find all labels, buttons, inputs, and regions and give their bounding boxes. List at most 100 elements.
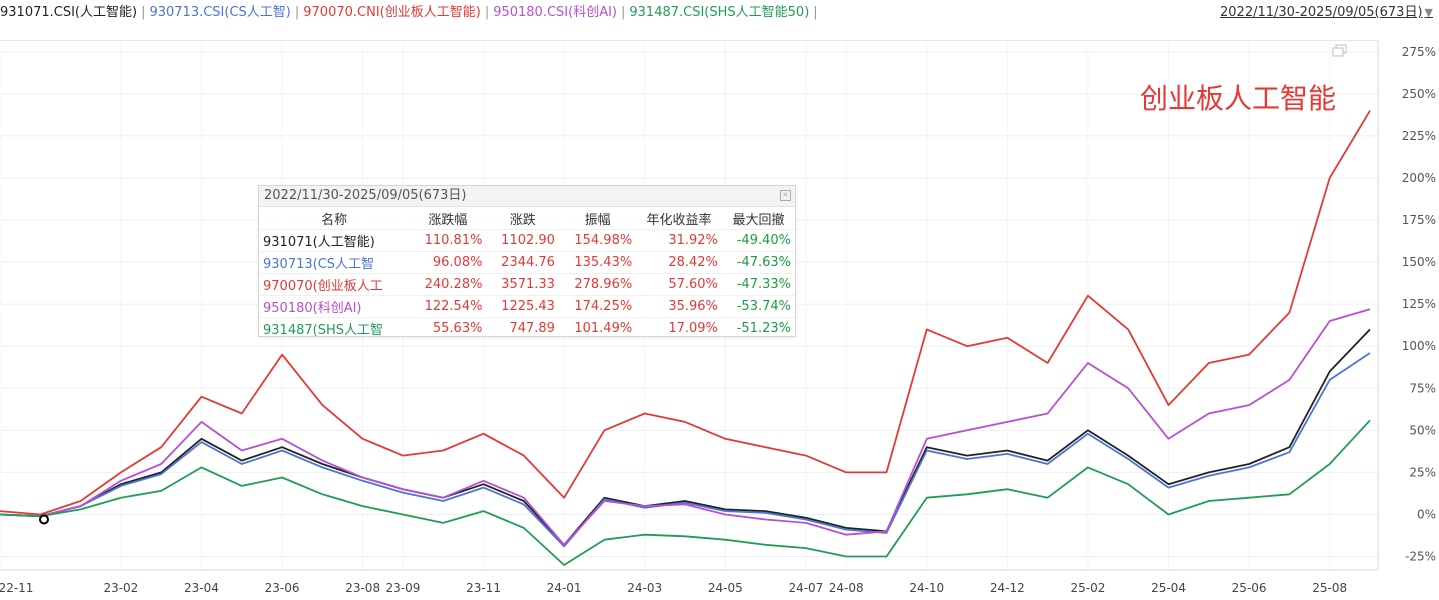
x-tick-label: 24-05 [708, 581, 743, 595]
plot-area [0, 40, 1378, 571]
close-icon[interactable]: × [780, 190, 791, 201]
stats-row[interactable]: 931487(SHS人工智 55.63% 747.89 101.49% 17.09% -5… [259, 317, 795, 339]
y-tick-label: 200% [1402, 171, 1436, 185]
stats-cell-chg: 2344.76 [486, 251, 559, 274]
x-tick-label: 25-08 [1312, 581, 1347, 595]
y-tick-label: 275% [1402, 45, 1436, 59]
stats-cell-annual: 57.60% [636, 273, 722, 296]
stats-cell-chg: 1225.43 [486, 295, 559, 318]
x-tick-label: 24-10 [909, 581, 944, 595]
stats-header-row: 名称 涨跌幅 涨跌 振幅 年化收益率 最大回撤 [259, 207, 795, 230]
stats-cell-chg: 747.89 [486, 317, 559, 339]
legend-item[interactable]: 931487.CSI(SHS人工智能50) [629, 5, 810, 20]
stats-cell-name: 931487(SHS人工智 [259, 317, 410, 339]
legend-item[interactable]: 931071.CSI(人工智能) [0, 5, 138, 20]
legend-bar: 931071.CSI(人工智能) | 930713.CSI(CS人工智) | 97007… [0, 0, 1439, 26]
stats-cell-max-dd: -49.40% [721, 229, 795, 252]
legend-item[interactable]: 970070.CNI(创业板人工智能) [303, 5, 481, 20]
stats-cell-amplitude: 135.43% [558, 251, 637, 274]
stats-cell-chg-pct: 110.81% [409, 229, 487, 252]
x-tick-label: 23-08 [345, 581, 380, 595]
stats-panel-title: 2022/11/30-2025/09/05(673日) × [259, 186, 795, 207]
stats-cell-name: 950180(科创AI) [259, 295, 410, 318]
series-line[interactable] [0, 328, 1371, 546]
legend-separator: | [621, 5, 626, 20]
stats-cell-amplitude: 101.49% [558, 317, 637, 339]
x-tick-label: 23-11 [466, 581, 501, 595]
y-tick-label: 50% [1409, 423, 1436, 437]
stats-header-chg-pct: 涨跌幅 [428, 212, 468, 228]
y-tick-label: 125% [1402, 297, 1436, 311]
legend-item[interactable]: 950180.CSI(科创AI) [493, 5, 617, 20]
x-tick-label: 22-11 [0, 581, 33, 595]
date-range-selector[interactable]: 2022/11/30-2025/09/05(673日) ▼ [1220, 0, 1433, 26]
stats-cell-amplitude: 278.96% [558, 273, 637, 296]
series-line[interactable] [0, 110, 1371, 516]
legend-item[interactable]: 930713.CSI(CS人工智) [149, 5, 291, 20]
x-tick-label: 25-06 [1232, 581, 1267, 595]
series-line[interactable] [0, 419, 1371, 566]
legend-separator: | [484, 5, 490, 20]
stats-row[interactable]: 970070(创业板人工 240.28% 3571.33 278.96% 57.60% -… [259, 273, 795, 296]
legend-separator: | [141, 5, 146, 20]
stats-cell-chg-pct: 122.54% [409, 295, 487, 318]
stats-cell-annual: 17.09% [636, 317, 722, 339]
stats-cell-annual: 28.42% [636, 251, 722, 274]
series-line[interactable] [0, 352, 1371, 548]
x-tick-label: 23-09 [386, 581, 421, 595]
y-tick-label: 100% [1402, 339, 1436, 353]
stats-header-max-dd: 最大回撤 [732, 212, 785, 228]
y-tick-label: 75% [1409, 381, 1436, 395]
stats-cell-max-dd: -47.63% [721, 251, 795, 274]
x-tick-label: 24-01 [547, 581, 582, 595]
legend-separator: | [294, 5, 300, 20]
stats-cell-amplitude: 174.25% [558, 295, 637, 318]
y-tick-label: -25% [1405, 550, 1436, 564]
x-tick-label: 24-12 [990, 581, 1025, 595]
y-tick-label: 225% [1402, 129, 1436, 143]
stats-cell-max-dd: -53.74% [721, 295, 795, 318]
x-tick-label: 25-04 [1151, 581, 1186, 595]
x-tick-label: 24-07 [788, 581, 823, 595]
x-tick-label: 24-03 [627, 581, 662, 595]
restore-window-icon[interactable] [1331, 44, 1349, 58]
stats-header-annual: 年化收益率 [646, 212, 712, 228]
stats-cell-chg: 3571.33 [486, 273, 559, 296]
y-tick-label: 0% [1417, 507, 1436, 521]
stats-table: 名称 涨跌幅 涨跌 振幅 年化收益率 最大回撤 931071(人工智能) 110.… [259, 207, 795, 339]
y-tick-label: 25% [1409, 465, 1436, 479]
stats-row[interactable]: 931071(人工智能) 110.81% 1102.90 154.98% 31.92% -… [259, 229, 795, 252]
x-tick-label: 24-08 [829, 581, 864, 595]
stats-cell-annual: 31.92% [636, 229, 722, 252]
chevron-down-icon[interactable]: ▼ [1424, 6, 1433, 19]
stats-header-amplitude: 振幅 [584, 212, 611, 228]
x-tick-label: 23-04 [184, 581, 219, 595]
x-tick-label: 23-06 [265, 581, 300, 595]
stats-cell-name: 930713(CS人工智 [259, 251, 410, 274]
stats-cell-name: 970070(创业板人工 [259, 273, 410, 296]
stats-cell-amplitude: 154.98% [558, 229, 637, 252]
stats-cell-max-dd: -47.33% [721, 273, 795, 296]
start-marker [39, 514, 49, 525]
y-tick-label: 150% [1402, 255, 1436, 269]
stats-header-name: 名称 [321, 212, 348, 228]
date-range-label: 2022/11/30-2025/09/05(673日) [1220, 5, 1423, 20]
y-tick-label: 175% [1402, 213, 1436, 227]
stats-panel-title-text: 2022/11/30-2025/09/05(673日) [264, 188, 467, 203]
y-tick-label: 250% [1402, 87, 1436, 101]
stats-row[interactable]: 950180(科创AI) 122.54% 1225.43 174.25% 35.96% -… [259, 295, 795, 318]
stats-cell-chg-pct: 96.08% [409, 251, 487, 274]
x-tick-label: 23-02 [103, 581, 138, 595]
stats-row[interactable]: 930713(CS人工智 96.08% 2344.76 135.43% 28.42% -4… [259, 251, 795, 274]
stats-cell-annual: 35.96% [636, 295, 722, 318]
stats-cell-max-dd: -51.23% [721, 317, 795, 339]
stats-cell-chg-pct: 240.28% [409, 273, 487, 296]
legend-separator: | [813, 5, 818, 20]
x-tick-label: 25-02 [1071, 581, 1106, 595]
stats-panel[interactable]: 2022/11/30-2025/09/05(673日) × 名称 涨跌幅 涨跌 … [258, 185, 796, 339]
stats-cell-name: 931071(人工智能) [259, 229, 410, 252]
stats-header-chg: 涨跌 [509, 212, 536, 228]
stats-cell-chg: 1102.90 [486, 229, 559, 252]
series-line[interactable] [0, 308, 1371, 546]
stats-cell-chg-pct: 55.63% [409, 317, 487, 339]
